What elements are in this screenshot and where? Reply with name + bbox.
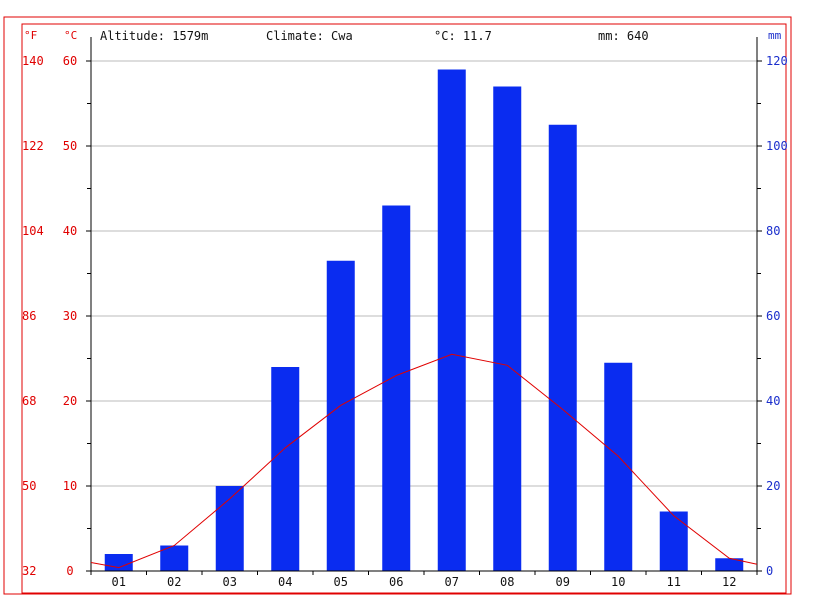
x-tick-label: 04 [278, 575, 292, 589]
x-tick-label: 10 [611, 575, 625, 589]
mm-unit-label: mm [768, 29, 782, 42]
outer-frame [3, 16, 792, 595]
mm-tick-label: 80 [766, 224, 780, 238]
x-tick-label: 05 [334, 575, 348, 589]
mm-tick-label: 120 [766, 54, 788, 68]
precip-bar-03 [215, 486, 244, 571]
x-tick-label: 02 [167, 575, 181, 589]
fahrenheit-tick-label: 140 [22, 54, 44, 68]
mm-tick-label: 60 [766, 309, 780, 323]
celsius-tick-label: 50 [63, 139, 77, 153]
fahrenheit-tick-label: 104 [22, 224, 44, 238]
fahrenheit-tick-label: 32 [22, 564, 36, 578]
x-tick-label: 11 [667, 575, 681, 589]
celsius-tick-label: 20 [63, 394, 77, 408]
celsius-tick-label: 60 [63, 54, 77, 68]
x-tick-label: 08 [500, 575, 514, 589]
x-tick-label: 01 [112, 575, 126, 589]
precip-bar-08 [493, 86, 522, 571]
mm-tick-label: 20 [766, 479, 780, 493]
altitude-label: Altitude: 1579m [100, 29, 209, 43]
fahrenheit-tick-label: 122 [22, 139, 44, 153]
precip-bar-07 [437, 69, 466, 571]
fahrenheit-unit-label: °F [24, 29, 38, 42]
precip-bar-01 [104, 554, 133, 571]
mm-tick-label: 0 [766, 564, 773, 578]
x-tick-label: 03 [223, 575, 237, 589]
celsius-tick-label: 0 [66, 564, 73, 578]
fahrenheit-tick-label: 68 [22, 394, 36, 408]
fahrenheit-tick-label: 86 [22, 309, 36, 323]
precip-bar-12 [715, 558, 744, 571]
precipitation-bars [104, 69, 744, 571]
x-tick-label: 07 [445, 575, 459, 589]
avg-temp-label: °C: 11.7 [434, 29, 492, 43]
mm-tick-label: 40 [766, 394, 780, 408]
celsius-unit-label: °C [64, 29, 78, 42]
inner-frame [21, 23, 787, 594]
x-tick-label: 09 [556, 575, 570, 589]
gridlines [91, 60, 757, 487]
precip-bar-06 [382, 205, 411, 571]
precip-bar-05 [326, 260, 355, 571]
celsius-tick-label: 40 [63, 224, 77, 238]
precip-bar-09 [548, 124, 577, 571]
fahrenheit-tick-label: 50 [22, 479, 36, 493]
mm-tick-label: 100 [766, 139, 788, 153]
tick-labels: 01 02 03 04 05 06 07 08 09 10 11 120102030405060325… [22, 54, 788, 589]
x-tick-label: 06 [389, 575, 403, 589]
precip-total-label: mm: 640 [598, 29, 649, 43]
temperature-line [90, 353, 758, 569]
celsius-tick-label: 30 [63, 309, 77, 323]
climate-label: Climate: Cwa [266, 29, 353, 43]
axes [86, 37, 762, 575]
x-tick-label: 12 [722, 575, 736, 589]
precip-bar-04 [271, 367, 300, 571]
precip-bar-11 [659, 511, 688, 571]
celsius-tick-label: 10 [63, 479, 77, 493]
